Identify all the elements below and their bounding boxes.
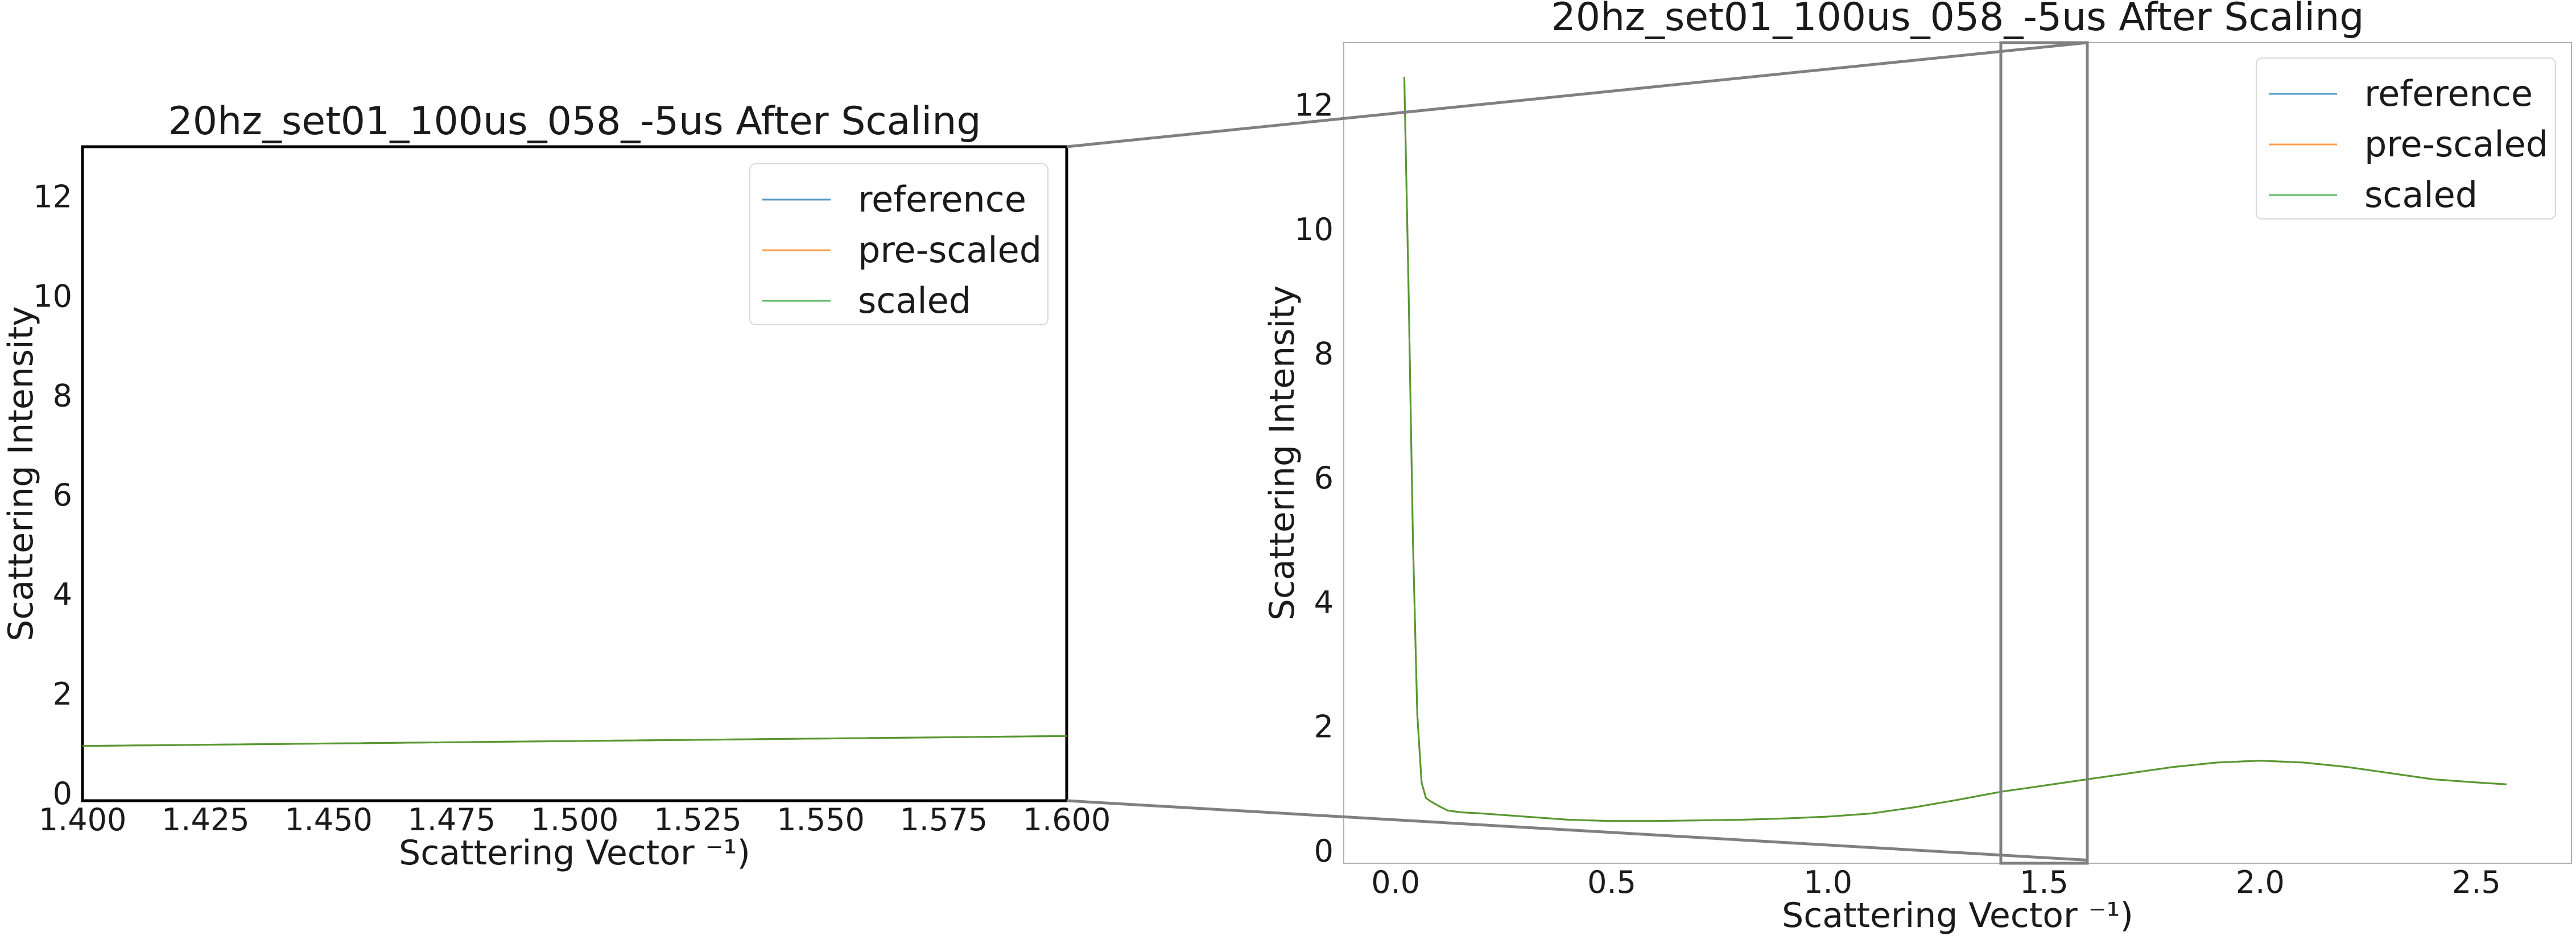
- x-tick-label: 1.575: [899, 802, 988, 838]
- chart-title: 20hz_set01_100us_058_-5us After Scaling: [168, 99, 981, 144]
- y-tick-label: 4: [1314, 585, 1334, 620]
- series-line-scaled: [82, 735, 1067, 747]
- y-tick-label: 6: [1314, 460, 1334, 496]
- x-tick-label: 1.500: [531, 802, 619, 838]
- y-tick-label: 10: [1294, 212, 1334, 247]
- y-axis-label: Scattering Intensity: [1, 306, 41, 641]
- x-tick-label: 1.450: [284, 802, 373, 838]
- x-tick-label: 1.5: [2020, 864, 2069, 900]
- zoom-region-box: [1999, 41, 2089, 865]
- x-tick-label: 2.0: [2236, 864, 2285, 900]
- y-tick-label: 0: [1314, 833, 1334, 869]
- y-tick-label: 4: [53, 577, 72, 612]
- series-group: [82, 735, 1067, 747]
- y-tick-label: 10: [33, 278, 72, 314]
- x-tick-label: 0.5: [1587, 864, 1636, 900]
- x-tick-label: 1.0: [1803, 864, 1852, 900]
- series-group: [1403, 77, 2507, 822]
- legend-label-scaled: scaled: [858, 280, 971, 321]
- x-axis-label: Scattering Vector ⁻¹): [399, 833, 750, 873]
- y-tick-label: 12: [1294, 87, 1334, 123]
- y-tick-label: 6: [53, 477, 72, 513]
- x-tick-label: 1.550: [777, 802, 865, 838]
- legend-label-scaled: scaled: [2364, 174, 2478, 216]
- zoom-connector-top: [1066, 41, 2088, 148]
- y-tick-label: 8: [53, 378, 72, 413]
- series-line-scaled: [1403, 77, 2507, 822]
- legend: reference pre-scaled scaled: [749, 163, 1048, 325]
- legend-box: [2256, 57, 2556, 220]
- legend-box: [749, 163, 1048, 325]
- x-tick-label: 0.0: [1371, 864, 1420, 900]
- y-tick-label: 8: [1314, 336, 1334, 372]
- legend-label-reference: reference: [858, 179, 1026, 220]
- y-tick-label: 12: [33, 179, 72, 214]
- x-tick-label: 1.425: [162, 802, 250, 838]
- y-axis-label: Scattering Intensity: [1262, 285, 1302, 620]
- y-tick-label: 2: [53, 676, 72, 712]
- legend: reference pre-scaled scaled: [2256, 57, 2556, 220]
- chart-title: 20hz_set01_100us_058_-5us After Scaling: [1551, 0, 2364, 40]
- x-tick-label: 2.5: [2452, 864, 2501, 900]
- legend-label-reference: reference: [2364, 73, 2533, 114]
- zoomed-panel: 1.400 1.425 1.450 1.475 1.500 1.525 1.550 1.575…: [1, 99, 1111, 873]
- y-tick-label: 2: [1314, 709, 1334, 745]
- legend-label-pre-scaled: pre-scaled: [858, 229, 1042, 271]
- x-axis-label: Scattering Vector ⁻¹): [1782, 896, 2133, 935]
- x-tick-label: 1.600: [1023, 802, 1111, 838]
- x-tick-label: 1.400: [39, 802, 127, 838]
- zoom-connector-bottom: [1066, 799, 2088, 862]
- y-tick-label: 0: [53, 776, 72, 811]
- overview-panel: 0.0 0.5 1.0 1.5 2.0 2.5 0 2 4 6 8 10 12 20hz_set01_10…: [1262, 0, 2572, 935]
- legend-label-pre-scaled: pre-scaled: [2364, 123, 2548, 165]
- x-tick-label: 1.525: [654, 802, 742, 838]
- x-tick-label: 1.475: [407, 802, 496, 838]
